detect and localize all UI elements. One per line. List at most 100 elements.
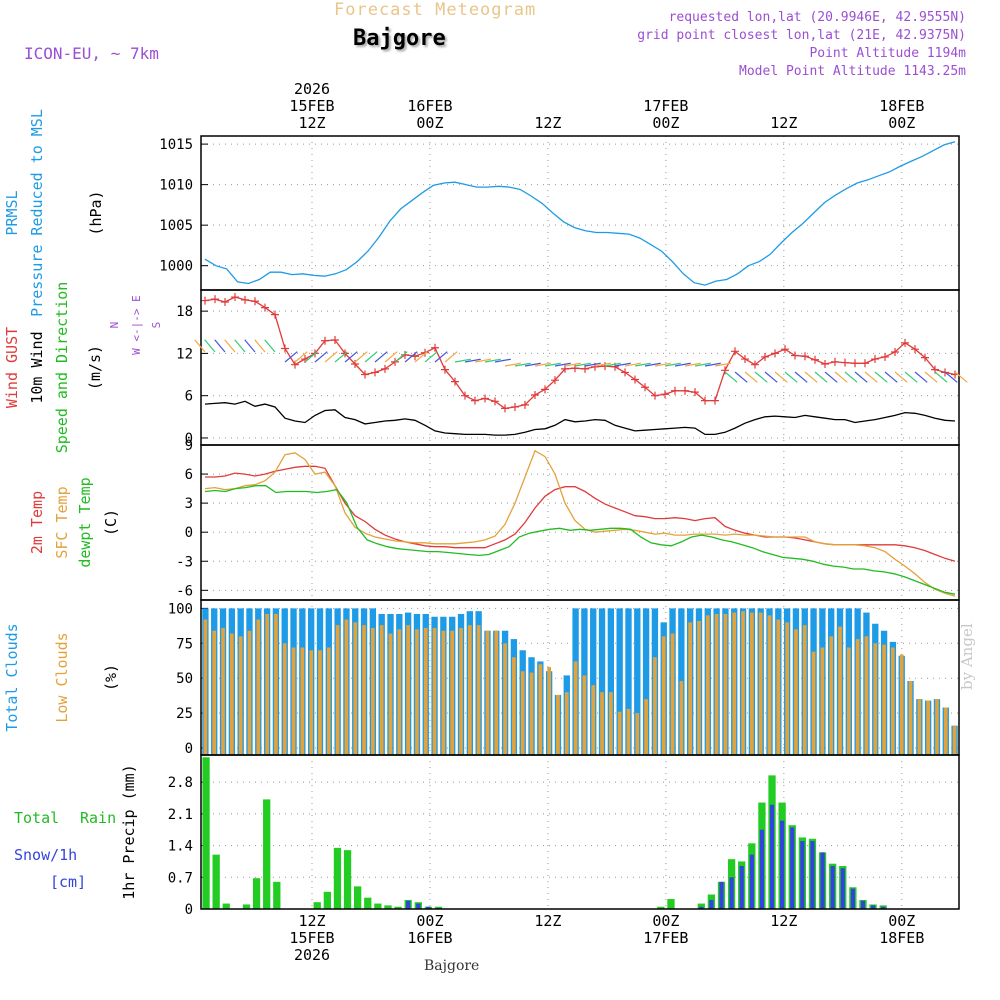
wind-arrow <box>574 362 591 367</box>
bottom-time-label: 2026 <box>294 946 330 964</box>
low-clouds-bar <box>300 647 305 755</box>
wind-arrow <box>904 371 918 383</box>
wind-arrow <box>844 371 858 383</box>
low-clouds-bar <box>476 625 481 755</box>
panel-frame <box>200 599 960 756</box>
snow-1h-bar <box>729 877 734 909</box>
wind-arrow <box>724 371 738 383</box>
y-tick-label: 6 <box>185 389 193 405</box>
y-tick-label: 1010 <box>159 178 193 194</box>
y-tick-label: 12 <box>176 346 193 362</box>
wind-arrow <box>444 351 458 363</box>
gust-marker <box>371 368 379 377</box>
low-clouds-bar <box>353 622 358 755</box>
wind-arrow <box>374 351 388 363</box>
gust-marker <box>761 352 769 361</box>
wind-arrow <box>284 351 298 363</box>
low-clouds-bar <box>679 680 684 755</box>
low-clouds-bar <box>362 625 366 755</box>
gust-marker <box>881 352 889 361</box>
y-tick-label: 1000 <box>159 259 193 275</box>
wind-arrow <box>414 351 428 363</box>
wind-arrow <box>294 351 308 363</box>
sfc-temp-line <box>204 449 956 597</box>
wind-arrow <box>684 362 701 367</box>
compass-south: S <box>150 322 163 329</box>
low-clouds-bar <box>829 636 834 755</box>
wind-arrow <box>814 371 828 383</box>
panel-frame <box>200 135 960 291</box>
wind-arrow <box>564 362 581 367</box>
low-clouds-bar <box>459 627 463 755</box>
requested-coords: requested lon,lat (20.9946E, 42.9555N) <box>668 10 966 25</box>
low-clouds-bar <box>221 627 225 755</box>
low-clouds-bar <box>450 630 455 755</box>
low-clouds-bar <box>661 636 666 755</box>
snow-1h-bar <box>820 852 825 909</box>
total-rain-bar <box>394 906 402 909</box>
wind-arrow <box>474 358 491 363</box>
wind-arrow <box>194 339 206 353</box>
low-clouds-bar <box>688 622 693 755</box>
bottom-time-label: 12Z <box>534 912 561 930</box>
wind-arrow <box>234 339 246 353</box>
total-rain-bar <box>697 903 705 909</box>
wind-arrow <box>634 362 651 367</box>
snow-1h-bar <box>749 854 754 909</box>
wind-arrow <box>604 362 621 367</box>
panel-label: Low Clouds <box>53 632 71 722</box>
wind-arrow <box>784 371 798 383</box>
gust-marker <box>751 360 759 369</box>
panel-label: Speed and Direction <box>53 282 71 454</box>
low-clouds-bar <box>653 657 657 755</box>
precip-panel: 0 0.7 1.4 2.1 2.8 Total Rain Snow/1h [cm] 1hr Pre… <box>14 754 960 918</box>
wind-arrow <box>244 339 256 353</box>
panel-label: (%) <box>102 664 120 691</box>
snow-1h-bar <box>719 881 724 909</box>
wind-arrow <box>834 371 848 383</box>
top-time-label: 15FEB <box>289 97 334 115</box>
low-clouds-bar <box>238 636 243 755</box>
gust-marker <box>431 343 439 352</box>
wind-arrow <box>264 339 276 353</box>
wind-arrow <box>354 351 368 363</box>
gust-marker <box>851 359 859 368</box>
low-clouds-bar <box>952 725 957 755</box>
wind-arrow <box>774 371 788 383</box>
y-tick-label: 3 <box>185 496 193 512</box>
low-clouds-bar <box>635 713 640 755</box>
total-rain-bar <box>354 886 362 909</box>
low-clouds-bar <box>379 625 384 755</box>
total-rain-bar <box>202 757 210 909</box>
y-tick-label: 0 <box>185 431 193 447</box>
gust-marker <box>721 366 729 375</box>
panel-label: dewpt Temp <box>76 477 94 567</box>
wind-arrow <box>744 371 758 383</box>
total-rain-bar <box>434 906 443 909</box>
y-tick-label: 75 <box>176 636 193 652</box>
wind-arrow <box>874 371 888 383</box>
2m-temp-line <box>205 465 956 562</box>
gust-marker <box>211 295 219 304</box>
bottom-time-label: 18FEB <box>879 929 924 947</box>
gust-marker <box>581 364 589 373</box>
low-clouds-bar <box>415 629 419 755</box>
pressure-panel: 1000 1005 1010 1015 PRMSL Pressure Reduced to… <box>3 109 960 317</box>
location-title: Bajgore <box>353 26 446 51</box>
forecast-subtitle: Forecast Meteogram <box>334 0 537 20</box>
low-clouds-bar <box>908 680 913 755</box>
low-clouds-bar <box>388 633 393 755</box>
snow-1h-bar <box>790 827 795 909</box>
snow-1h-bar <box>416 903 421 909</box>
wind-arrow <box>884 371 898 383</box>
gust-marker <box>781 345 789 354</box>
snow-1h-bar <box>759 829 765 909</box>
low-clouds-bar <box>406 625 410 755</box>
wind-arrow <box>584 362 601 367</box>
gust-marker <box>821 359 829 368</box>
bottom-time-label: 00Z <box>652 912 679 930</box>
bottom-time-label: 16FEB <box>407 929 452 947</box>
bottom-time-label: 17FEB <box>643 929 688 947</box>
